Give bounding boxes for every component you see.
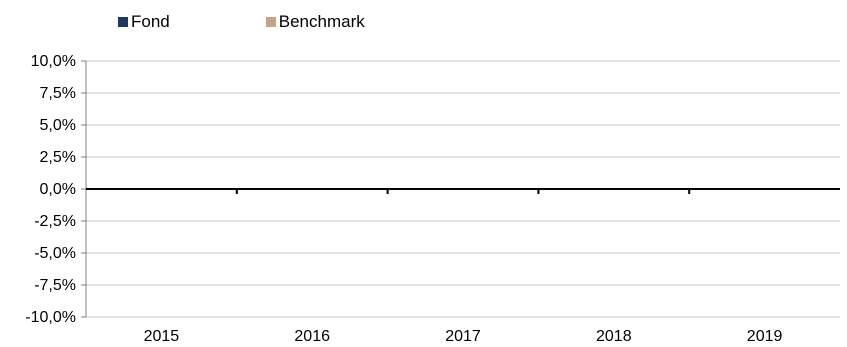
legend-label-fond: Fond: [131, 12, 170, 31]
legend-label-benchmark: Benchmark: [278, 12, 365, 31]
y-tick-label: 5,0%: [40, 117, 76, 134]
y-tick-label: -5,0%: [34, 245, 76, 262]
x-tick-label: 2017: [445, 328, 481, 345]
y-tick-label: -7,5%: [34, 277, 76, 294]
y-tick-label: -2,5%: [34, 213, 76, 230]
x-tick-label: 2015: [144, 328, 180, 345]
y-tick-label: 7,5%: [40, 85, 76, 102]
legend: Fond Benchmark: [118, 11, 365, 33]
x-tick-label: 2016: [294, 328, 330, 345]
y-tick-label: -10,0%: [25, 309, 76, 326]
legend-swatch-benchmark: [265, 17, 276, 27]
y-tick-label: 0,0%: [40, 181, 76, 198]
y-tick-label: 10,0%: [31, 53, 76, 70]
legend-item-fond: Fond: [118, 12, 170, 32]
legend-item-benchmark: Benchmark: [265, 12, 365, 32]
x-tick-label: 2019: [747, 328, 783, 345]
y-tick-label: 2,5%: [40, 149, 76, 166]
x-tick-label: 2018: [596, 328, 632, 345]
legend-swatch-fond: [118, 17, 128, 27]
